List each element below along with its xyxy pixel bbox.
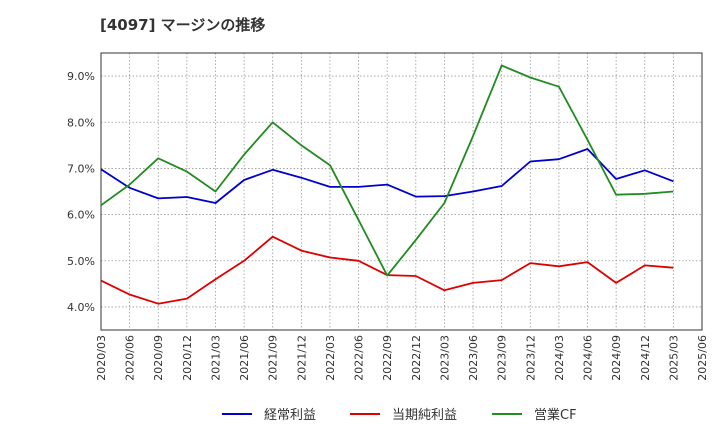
legend: 経常利益 当期純利益 営業CF xyxy=(222,407,577,423)
x-axis-ticks: 2020/03 2020/06 2020/09 2020/12 2021/03 2021/… xyxy=(95,335,709,381)
chart-title: [4097] マージンの推移 xyxy=(100,16,266,34)
y-axis-ticks: 4.0% 5.0% 6.0% 7.0% 8.0% 9.0% xyxy=(67,70,95,314)
y-tick-label: 8.0% xyxy=(67,116,95,129)
x-tick-label: 2023/09 xyxy=(496,335,509,381)
series-line-1 xyxy=(100,148,674,204)
x-tick-label: 2021/12 xyxy=(295,335,308,381)
legend-label: 当期純利益 xyxy=(392,408,457,423)
x-tick-label: 2024/06 xyxy=(582,335,595,381)
x-tick-label: 2021/03 xyxy=(209,335,222,381)
y-tick-label: 6.0% xyxy=(67,209,95,222)
legend-label: 営業CF xyxy=(534,407,577,423)
x-tick-label: 2020/09 xyxy=(152,335,165,381)
x-tick-label: 2023/12 xyxy=(524,335,537,381)
x-tick-label: 2024/12 xyxy=(639,335,652,381)
plot-area xyxy=(100,52,703,331)
y-tick-label: 5.0% xyxy=(67,255,95,268)
x-tick-label: 2021/06 xyxy=(238,335,251,381)
series-layer xyxy=(100,64,674,305)
x-tick-label: 2020/06 xyxy=(124,335,137,381)
series-line-3 xyxy=(100,64,674,277)
x-tick-label: 2020/12 xyxy=(181,335,194,381)
y-tick-label: 9.0% xyxy=(67,70,95,83)
y-tick-label: 7.0% xyxy=(67,162,95,175)
x-tick-label: 2022/03 xyxy=(324,335,337,381)
x-tick-label: 2022/09 xyxy=(381,335,394,381)
x-tick-label: 2024/09 xyxy=(610,335,623,381)
x-tick-label: 2025/03 xyxy=(667,335,680,381)
x-tick-label: 2022/12 xyxy=(410,335,423,381)
x-tick-label: 2022/06 xyxy=(353,335,366,381)
x-tick-label: 2021/09 xyxy=(267,335,280,381)
x-tick-label: 2025/06 xyxy=(696,335,709,381)
x-tick-label: 2020/03 xyxy=(95,335,108,381)
x-tick-label: 2024/03 xyxy=(553,335,566,381)
x-tick-label: 2023/03 xyxy=(438,335,451,381)
y-tick-label: 4.0% xyxy=(67,301,95,314)
x-tick-label: 2023/06 xyxy=(467,335,480,381)
legend-label: 経常利益 xyxy=(264,408,316,423)
